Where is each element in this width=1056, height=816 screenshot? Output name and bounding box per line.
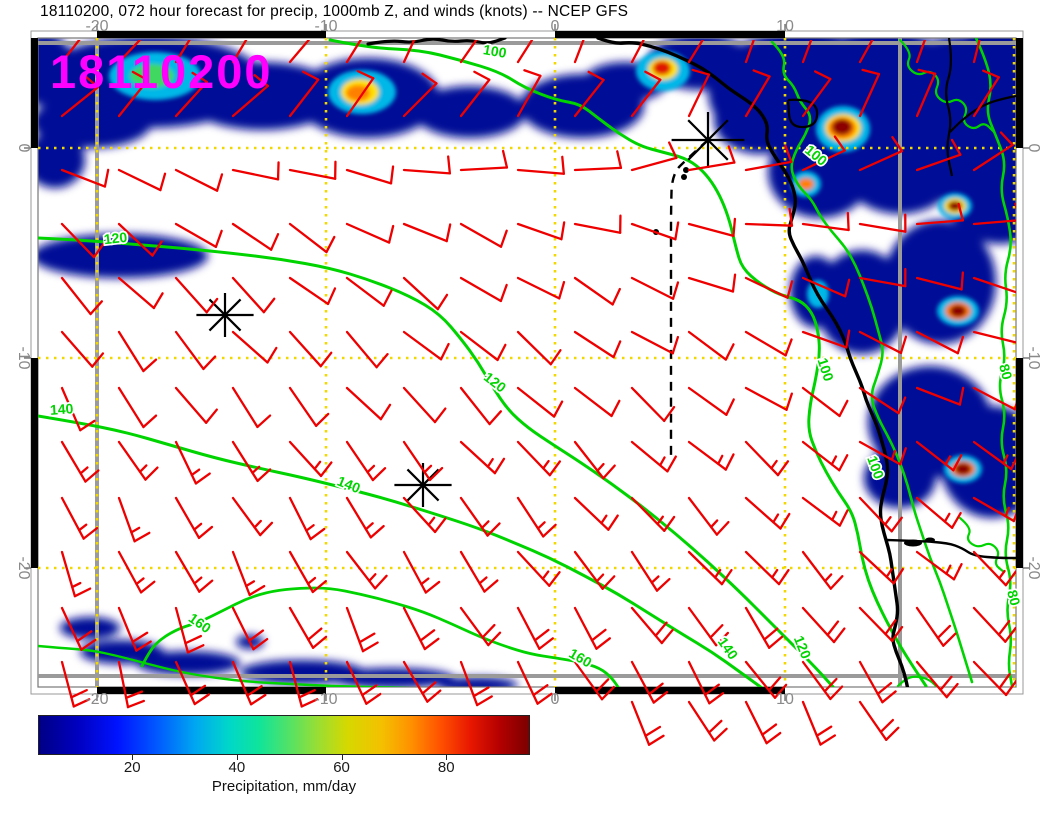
- svg-text:80: 80: [996, 362, 1016, 381]
- colorbar-tick: [341, 755, 343, 760]
- precipitation-colorbar: [38, 715, 530, 755]
- svg-text:100: 100: [815, 356, 838, 383]
- x-axis-top-label: 0: [550, 18, 560, 35]
- colorbar-caption: Precipitation, mm/day: [211, 778, 357, 795]
- y-axis-right-label: -20: [1025, 556, 1042, 580]
- svg-text:140: 140: [49, 400, 74, 418]
- colorbar-tick: [132, 755, 134, 760]
- station-markers: [196, 112, 745, 507]
- y-axis-left-label: 0: [15, 143, 32, 153]
- datestamp: 18110200: [50, 45, 273, 98]
- map-content: [38, 38, 1016, 687]
- colorbar-tick: [446, 755, 448, 760]
- colorbar-tick-label: 60: [333, 759, 350, 776]
- colorbar-tick-label: 20: [123, 759, 141, 776]
- x-axis-top-label: -20: [85, 18, 109, 35]
- x-axis-bottom-label: 10: [776, 691, 794, 708]
- colorbar-tick-label: 40: [228, 759, 246, 776]
- x-axis-bottom-label: -20: [85, 691, 109, 708]
- colorbar-tick-label: 80: [437, 759, 455, 776]
- y-axis-right-label: 0: [1025, 143, 1042, 153]
- chart-title: 18110200, 072 hour forecast for precip, …: [40, 3, 629, 20]
- x-axis-top-label: -10: [314, 18, 338, 35]
- y-axis-left-label: -20: [15, 556, 32, 580]
- svg-text:160: 160: [566, 645, 594, 671]
- x-axis-bottom-label: -10: [314, 691, 338, 708]
- axis-ticks: [24, 24, 1030, 701]
- y-axis-right-label: -10: [1025, 346, 1042, 370]
- svg-text:80: 80: [1004, 588, 1024, 607]
- svg-text:120: 120: [103, 229, 128, 247]
- map-frame: [30, 30, 1024, 695]
- svg-text:100: 100: [482, 41, 508, 61]
- y-axis-left-label: -10: [15, 346, 32, 370]
- wind-barbs: [60, 40, 1016, 746]
- x-axis-bottom-label: 0: [550, 691, 560, 708]
- ship-track: [669, 139, 709, 456]
- svg-text:120: 120: [791, 633, 815, 661]
- svg-text:160: 160: [186, 610, 214, 637]
- x-axis-top-label: 10: [776, 18, 794, 35]
- colorbar-tick: [236, 755, 238, 760]
- latlon-gridlines: [38, 38, 1016, 687]
